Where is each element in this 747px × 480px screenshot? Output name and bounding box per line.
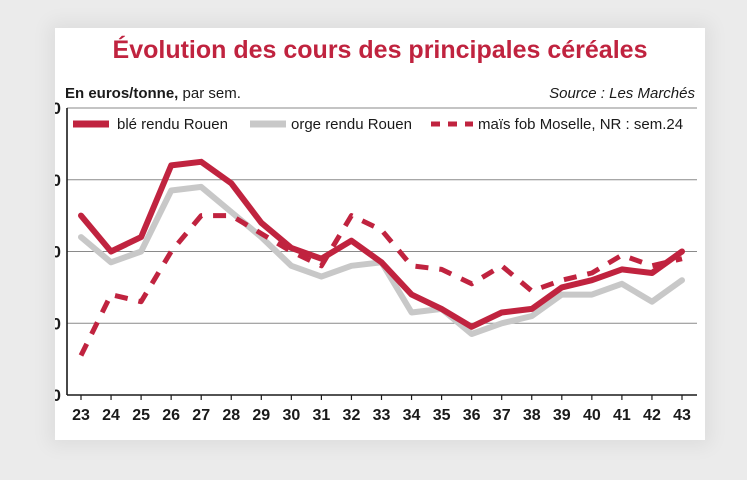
x-tick-label: 28 — [222, 407, 240, 424]
x-tick-label: 38 — [523, 407, 541, 424]
x-tick-label: 35 — [433, 407, 451, 424]
axes — [66, 108, 697, 400]
blurred-text-below — [80, 458, 680, 478]
chart-card: Évolution des cours des principales céré… — [55, 28, 705, 440]
x-tick-label: 26 — [162, 407, 180, 424]
y-tick-label: 210 — [55, 99, 61, 118]
x-tick-label: 43 — [673, 407, 691, 424]
x-tick-label: 37 — [493, 407, 511, 424]
y-tick-label: 150 — [55, 314, 61, 333]
y-tick-label: 170 — [55, 243, 61, 262]
chart: Évolution des cours des principales céré… — [55, 35, 697, 424]
series-lines — [78, 158, 685, 357]
legend: blé rendu Rouen orge rendu Rouen maïs fob … — [73, 116, 683, 133]
x-tick-label: 32 — [343, 407, 361, 424]
gridlines — [67, 107, 697, 324]
legend-label-3: maïs fob Moselle, NR : sem.24 — [478, 116, 683, 133]
x-tick-label: 41 — [613, 407, 631, 424]
chart-source: Source : Les Marchés — [549, 85, 695, 102]
x-tick-label: 39 — [553, 407, 571, 424]
x-tick-label: 25 — [132, 407, 150, 424]
chart-subtitle: En euros/tonne, par sem. — [65, 85, 241, 102]
y-tick-label: 130 — [55, 386, 61, 405]
series-line-3 — [78, 213, 683, 357]
x-tick-label: 31 — [313, 407, 331, 424]
legend-label-1: blé rendu Rouen — [117, 116, 228, 133]
legend-label-2: orge rendu Rouen — [291, 116, 412, 133]
y-tick-label: 190 — [55, 171, 61, 190]
x-tick-label: 23 — [72, 407, 90, 424]
subtitle-rest: par sem. — [178, 85, 241, 102]
series-line-1 — [78, 158, 685, 330]
y-tick-labels: 130 150 170 190 210 — [55, 99, 61, 405]
x-tick-label: 40 — [583, 407, 601, 424]
subtitle-bold: En euros/tonne, — [65, 85, 178, 102]
x-tick-label: 24 — [102, 407, 120, 424]
x-tick-label: 36 — [463, 407, 481, 424]
x-tick-label: 33 — [373, 407, 391, 424]
x-tick-label: 27 — [192, 407, 210, 424]
x-tick-label: 42 — [643, 407, 661, 424]
x-tick-label: 29 — [252, 407, 270, 424]
x-tick-labels: 23 24 25 26 27 28 29 30 31 32 33 34 35 36 37 38 39 40 41 42… — [72, 407, 691, 424]
x-tick-label: 34 — [403, 407, 421, 424]
x-tick-label: 30 — [282, 407, 300, 424]
chart-title: Évolution des cours des principales céré… — [113, 35, 648, 64]
